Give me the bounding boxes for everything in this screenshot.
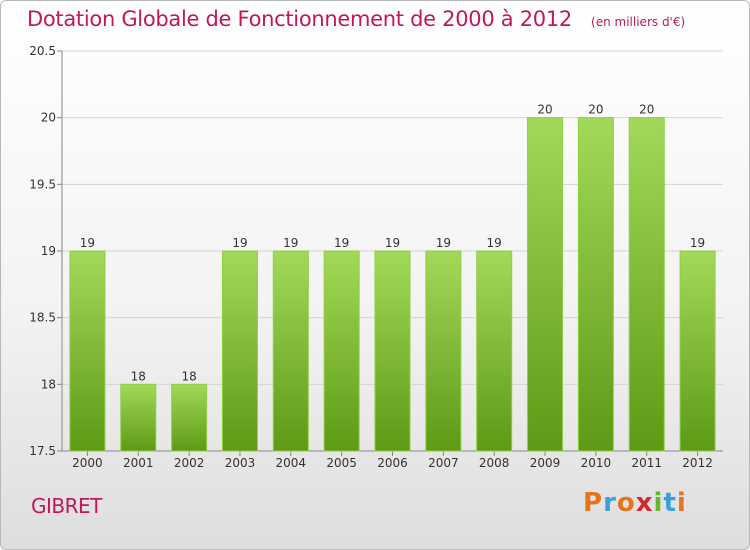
bar	[425, 250, 462, 452]
data-label: 18	[181, 369, 196, 383]
brand-letter: x	[635, 488, 654, 518]
x-tick-label: 2005	[326, 456, 357, 470]
bar	[171, 383, 208, 452]
x-tick-label: 2012	[682, 456, 713, 470]
data-label: 20	[639, 103, 654, 117]
title-row: Dotation Globale de Fonctionnement de 20…	[27, 7, 685, 31]
x-tick-label: 2000	[72, 456, 103, 470]
x-tick-label: 2009	[530, 456, 561, 470]
bar	[120, 383, 157, 452]
x-tick-label: 2003	[225, 456, 256, 470]
data-label: 19	[690, 236, 705, 250]
y-tick-label: 17.5	[29, 444, 56, 458]
y-tick-label: 19.5	[29, 177, 56, 191]
brand-letter: i	[653, 488, 664, 518]
brand-letter: P	[583, 488, 604, 518]
data-label: 19	[232, 236, 247, 250]
bar	[374, 250, 411, 452]
x-tick-label: 2002	[174, 456, 205, 470]
x-tick-label: 2008	[479, 456, 510, 470]
commune-name: GIBRET	[31, 494, 102, 518]
brand-letter: i	[676, 488, 687, 518]
bar	[221, 250, 258, 452]
data-label: 20	[537, 103, 552, 117]
y-tick-label: 20	[41, 111, 56, 125]
bar	[323, 250, 360, 452]
data-label: 19	[385, 236, 400, 250]
x-tick-label: 2001	[123, 456, 154, 470]
bars	[69, 117, 716, 452]
x-tick-label: 2011	[631, 456, 662, 470]
data-label: 19	[487, 236, 502, 250]
y-tick-label: 18.5	[29, 311, 56, 325]
y-tick-label: 19	[41, 244, 56, 258]
proxiti-logo[interactable]: Proxiti	[583, 488, 687, 518]
y-tick-label: 18	[41, 377, 56, 391]
data-label: 19	[436, 236, 451, 250]
x-tick-label: 2004	[276, 456, 307, 470]
data-labels: 19 18 18 19 19 19 19 19 19 20 20 20 19	[80, 103, 705, 384]
x-tick-label: 2007	[428, 456, 459, 470]
data-label: 18	[131, 369, 146, 383]
data-label: 20	[588, 103, 603, 117]
brand-letter: r	[603, 488, 617, 518]
brand-letter: t	[663, 488, 677, 518]
bar	[628, 117, 665, 452]
x-tick-label: 2010	[581, 456, 612, 470]
bar	[69, 250, 106, 452]
data-label: 19	[283, 236, 298, 250]
unit-label: (en milliers d'€)	[591, 15, 686, 29]
bar	[527, 117, 564, 452]
bar	[679, 250, 716, 452]
data-label: 19	[334, 236, 349, 250]
axes: 17.5 18 18.5 19 19.5 20 20.5 2000 2001 2002 2003 20…	[29, 44, 723, 470]
x-tick-label: 2006	[377, 456, 408, 470]
chart-title: Dotation Globale de Fonctionnement de 20…	[27, 7, 572, 31]
bar	[476, 250, 513, 452]
bar	[272, 250, 309, 452]
data-label: 19	[80, 236, 95, 250]
bar	[577, 117, 614, 452]
brand-letter: o	[616, 488, 636, 518]
y-tick-label: 20.5	[29, 44, 56, 58]
